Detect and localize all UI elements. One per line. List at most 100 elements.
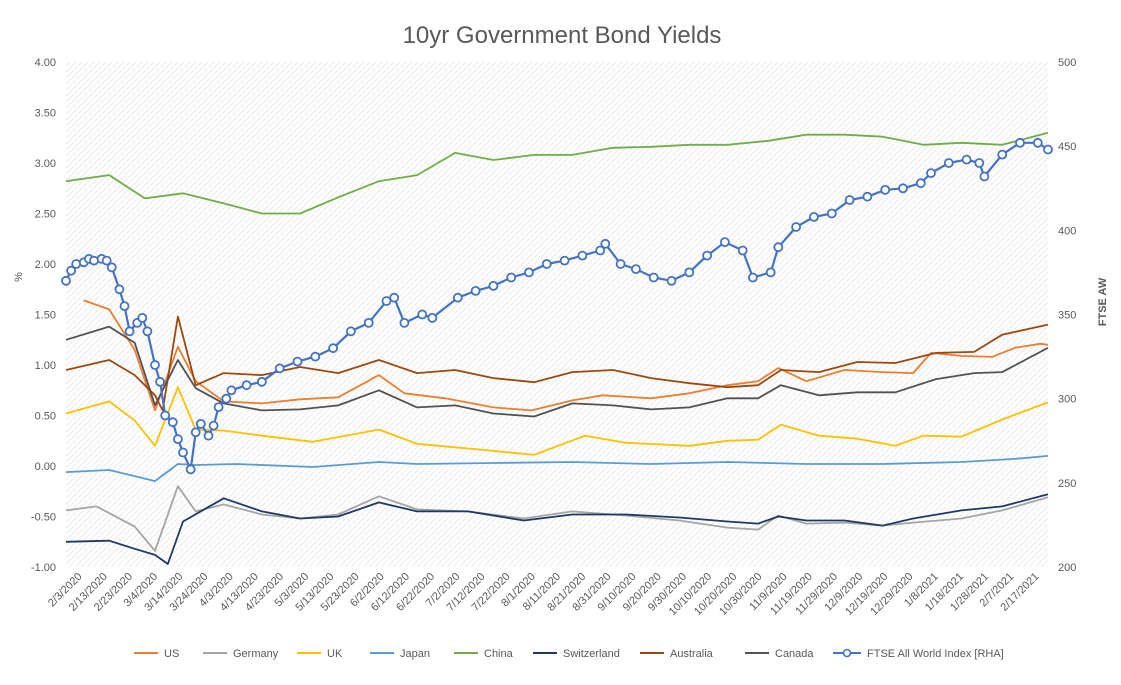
y-tick-label: 0.00 xyxy=(35,461,56,473)
data-point xyxy=(1043,144,1053,155)
data-point xyxy=(577,250,588,261)
data-point xyxy=(773,242,784,253)
y-tick-label: 1.50 xyxy=(35,310,56,322)
series-group xyxy=(61,131,1053,565)
data-point xyxy=(595,245,606,256)
data-point xyxy=(666,275,677,286)
left-axis: 4.00 3.50 3.00 2.50 2.00 1.50 1.00 0.50 0.00 -0.5… xyxy=(31,57,56,574)
y-tick-label: 3.50 xyxy=(35,108,56,120)
y-tick-label: -0.50 xyxy=(31,512,56,524)
data-point xyxy=(389,292,400,303)
y2-tick-label: 500 xyxy=(1058,57,1076,69)
data-point xyxy=(190,427,201,438)
data-point xyxy=(470,285,481,296)
data-point xyxy=(765,267,776,278)
data-point xyxy=(213,402,224,413)
data-point xyxy=(256,376,267,387)
data-point xyxy=(684,267,695,278)
data-point xyxy=(844,195,855,205)
series-line-australia xyxy=(65,315,1049,412)
data-point xyxy=(702,250,712,261)
data-point xyxy=(178,447,188,458)
data-point xyxy=(310,351,321,362)
legend-marker xyxy=(842,648,852,658)
series-line-switzerland xyxy=(65,493,1049,565)
data-point xyxy=(345,326,356,337)
legend: US Germany UK Japan China Switzerland Australi… xyxy=(134,648,1004,660)
data-point xyxy=(1015,137,1025,148)
data-point xyxy=(720,237,730,248)
data-point xyxy=(226,385,237,396)
data-point xyxy=(106,262,117,273)
data-point xyxy=(185,464,196,475)
y2-tick-label: 400 xyxy=(1058,225,1076,237)
y2-tick-label: 200 xyxy=(1058,562,1076,574)
y-tick-label: 4.00 xyxy=(35,57,56,69)
data-point xyxy=(631,264,641,275)
data-point xyxy=(114,284,125,295)
data-point xyxy=(172,434,183,445)
data-point xyxy=(524,267,534,278)
x-axis: 2/3/20202/13/20202/23/20203/4/20203/14/2… xyxy=(46,571,1042,618)
data-point xyxy=(119,301,130,312)
data-point xyxy=(221,393,232,404)
legend-label: US xyxy=(164,648,179,660)
left-axis-title: % xyxy=(13,272,25,282)
legend-label: Australia xyxy=(670,648,714,660)
data-point xyxy=(381,296,392,306)
legend-label: Canada xyxy=(775,648,814,660)
data-point xyxy=(541,259,552,269)
data-point xyxy=(898,183,908,194)
data-point xyxy=(1032,137,1043,148)
y-tick-label: 0.50 xyxy=(35,411,56,423)
data-point xyxy=(826,208,837,219)
data-point xyxy=(137,312,148,323)
data-point xyxy=(274,363,285,374)
data-point xyxy=(399,317,410,328)
data-point xyxy=(737,245,748,256)
y-tick-label: -1.00 xyxy=(31,562,56,574)
data-point xyxy=(150,360,160,370)
data-point xyxy=(208,420,219,431)
data-point xyxy=(452,292,463,303)
data-point xyxy=(363,317,374,328)
right-axis-title: FTSE AW xyxy=(1097,277,1109,326)
legend-label: Japan xyxy=(400,648,430,660)
data-point xyxy=(160,410,171,421)
series-line-uk xyxy=(65,386,1049,456)
data-point xyxy=(292,356,303,367)
data-point xyxy=(880,184,891,195)
data-point xyxy=(748,272,758,283)
plot-area xyxy=(66,62,1048,567)
y2-tick-label: 300 xyxy=(1058,394,1076,406)
data-point xyxy=(979,171,990,182)
data-point xyxy=(961,154,972,165)
data-point xyxy=(328,343,339,354)
data-point xyxy=(506,272,517,283)
y-tick-label: 3.00 xyxy=(35,158,56,170)
y-tick-label: 2.00 xyxy=(35,259,56,271)
data-point xyxy=(66,265,76,276)
data-point xyxy=(809,211,819,222)
data-point xyxy=(124,326,135,337)
data-point xyxy=(203,430,214,441)
data-point xyxy=(791,222,801,232)
legend-label: Switzerland xyxy=(563,648,620,660)
data-point xyxy=(974,158,985,168)
legend-label: FTSE All World Index [RHA] xyxy=(867,648,1004,660)
y2-tick-label: 350 xyxy=(1058,310,1076,322)
series-line-china xyxy=(65,131,1049,215)
legend-label: China xyxy=(484,648,514,660)
data-point xyxy=(167,417,178,428)
data-point xyxy=(417,309,428,320)
y2-tick-label: 450 xyxy=(1058,141,1076,153)
chart-title: 10yr Government Bond Yields xyxy=(403,22,722,49)
data-point xyxy=(600,238,611,249)
data-point xyxy=(926,168,936,179)
data-point xyxy=(89,255,99,266)
data-point xyxy=(427,312,438,323)
data-point xyxy=(61,275,71,286)
legend-label: Germany xyxy=(233,648,279,660)
